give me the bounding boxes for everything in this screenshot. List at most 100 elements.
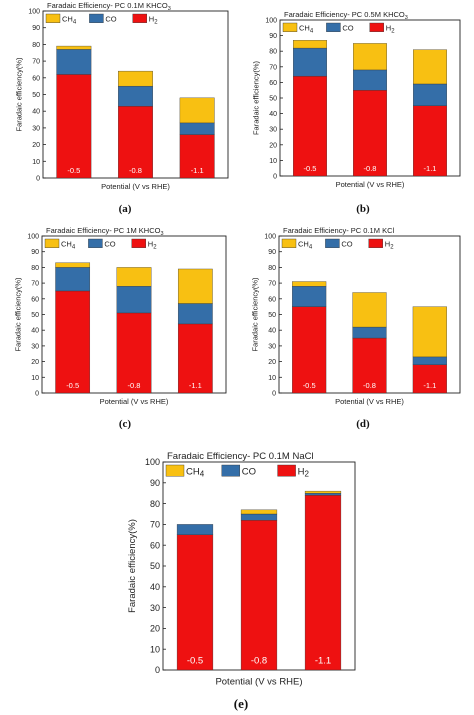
- y-tick-label: 30: [269, 127, 277, 134]
- y-tick-label: 0: [155, 665, 160, 675]
- bar-category-label: -1.1: [423, 381, 436, 390]
- bar-category-label: -0.5: [304, 164, 317, 173]
- legend-swatch-co: [88, 238, 103, 248]
- bar-segment-co: [240, 513, 278, 521]
- legend-subscript: 2: [390, 244, 394, 250]
- y-tick-label: 10: [268, 375, 276, 382]
- legend-text: CH: [61, 239, 72, 248]
- legend-swatch-h2: [368, 238, 383, 248]
- y-axis-label: Faradaic efficiency(%): [127, 519, 138, 613]
- figure-caption: (b): [356, 203, 370, 215]
- chart-title-text: Faradaic Efficiency- PC 1M KHCO: [46, 226, 161, 235]
- legend-text: CO: [105, 14, 116, 23]
- legend-text: H: [386, 23, 391, 32]
- bar-segment-h2: [179, 134, 215, 179]
- y-tick-label: 70: [32, 59, 40, 66]
- bar-segment-co: [179, 122, 215, 135]
- chart-title-text: Faradaic Efficiency- PC 0.5M KHCO: [284, 10, 405, 19]
- bar-segment-co: [353, 69, 387, 91]
- bar-segment-ch4: [293, 40, 327, 49]
- y-tick-label: 90: [150, 478, 160, 488]
- y-tick-label: 20: [32, 142, 40, 149]
- bar-segment-ch4: [118, 70, 153, 87]
- y-tick-label: 20: [269, 142, 277, 149]
- legend-subscript: 2: [304, 470, 309, 479]
- bar-category-label: -0.8: [251, 656, 267, 667]
- bar-category-label: -1.1: [315, 656, 331, 667]
- y-axis-label: Faradaic efficiency(%): [251, 60, 260, 135]
- bar-segment-h2: [413, 105, 447, 177]
- y-tick-label: 20: [150, 624, 160, 634]
- bar-segment-h2: [292, 306, 327, 394]
- chart-title-text: Faradaic Efficiency- PC 0.1M NaCl: [167, 451, 314, 462]
- legend-subscript: 2: [153, 244, 157, 250]
- y-tick-label: 40: [32, 109, 40, 116]
- y-tick-label: 80: [150, 499, 160, 509]
- legend-subscript: 4: [73, 19, 77, 25]
- legend-subscript: 2: [154, 19, 158, 25]
- y-tick-label: 70: [150, 520, 160, 530]
- legend-subscript: 4: [310, 28, 314, 34]
- bar-category-label: -0.8: [129, 166, 142, 175]
- bar-segment-h2: [293, 75, 327, 177]
- bar-segment-co: [352, 326, 387, 339]
- legend-label-ch4: CH4: [299, 23, 314, 34]
- y-tick-label: 70: [31, 281, 39, 288]
- bar-category-label: -0.5: [67, 166, 80, 175]
- legend-swatch-ch4: [281, 238, 297, 248]
- y-tick-label: 70: [268, 281, 276, 288]
- y-tick-label: 50: [269, 95, 277, 102]
- legend-swatch-h2: [369, 22, 384, 32]
- x-axis-label: Potential (V vs RHE): [335, 397, 404, 406]
- legend-label-co: CO: [242, 467, 256, 478]
- y-tick-label: 80: [32, 42, 40, 49]
- y-tick-label: 60: [150, 540, 160, 550]
- bar-segment-co: [292, 286, 327, 307]
- legend-label-h2: H2: [385, 239, 394, 250]
- y-tick-label: 0: [273, 173, 277, 180]
- y-tick-label: 0: [272, 390, 276, 397]
- y-tick-label: 90: [268, 249, 276, 256]
- legend-swatch-h2: [131, 238, 147, 248]
- bar-segment-ch4: [179, 97, 215, 124]
- legend-swatch-h2: [132, 13, 148, 23]
- bar-segment-h2: [412, 364, 447, 394]
- legend-text: H: [298, 467, 305, 478]
- chart-title-subscript: 3: [168, 6, 171, 12]
- y-tick-label: 90: [32, 25, 40, 32]
- chart-panel: Faradaic Efficiency- PC 0.1M KCl 0 10 20 30 4…: [250, 226, 461, 430]
- chart-title-text: Faradaic Efficiency- PC 0.1M KCl: [283, 226, 394, 235]
- y-tick-label: 30: [150, 603, 160, 613]
- legend-label-ch4: CH4: [186, 467, 205, 479]
- bar-segment-ch4: [116, 267, 152, 287]
- legend-text: CH: [186, 467, 200, 478]
- y-tick-label: 80: [31, 265, 39, 272]
- y-tick-label: 100: [265, 17, 277, 24]
- y-tick-label: 50: [150, 561, 160, 571]
- legend-subscript: 4: [200, 470, 205, 479]
- bar-category-label: -0.8: [363, 381, 376, 390]
- legend-swatch-ch4: [165, 464, 185, 477]
- legend-swatch-co: [221, 464, 241, 477]
- y-tick-label: 50: [268, 312, 276, 319]
- y-tick-label: 20: [31, 359, 39, 366]
- bar-category-label: -0.5: [303, 381, 316, 390]
- bar-segment-h2: [118, 106, 153, 179]
- y-tick-label: 90: [31, 249, 39, 256]
- y-tick-label: 100: [145, 457, 160, 467]
- bar-segment-co: [412, 356, 447, 365]
- legend-label-co: CO: [105, 14, 116, 23]
- legend-label-ch4: CH4: [298, 239, 313, 250]
- legend-text: CO: [242, 467, 256, 478]
- bar-category-label: -1.1: [189, 381, 202, 390]
- bar-segment-co: [177, 303, 213, 325]
- legend-text: CH: [62, 14, 73, 23]
- bar-segment-h2: [352, 337, 387, 394]
- y-tick-label: 40: [269, 111, 277, 118]
- y-tick-label: 30: [32, 125, 40, 132]
- chart-title: Faradaic Efficiency- PC 0.1M KHCO3: [47, 1, 171, 12]
- chart-title-subscript: 3: [405, 15, 408, 21]
- legend-label-co: CO: [341, 239, 352, 248]
- y-tick-label: 10: [269, 158, 277, 165]
- bar-segment-h2: [240, 520, 278, 671]
